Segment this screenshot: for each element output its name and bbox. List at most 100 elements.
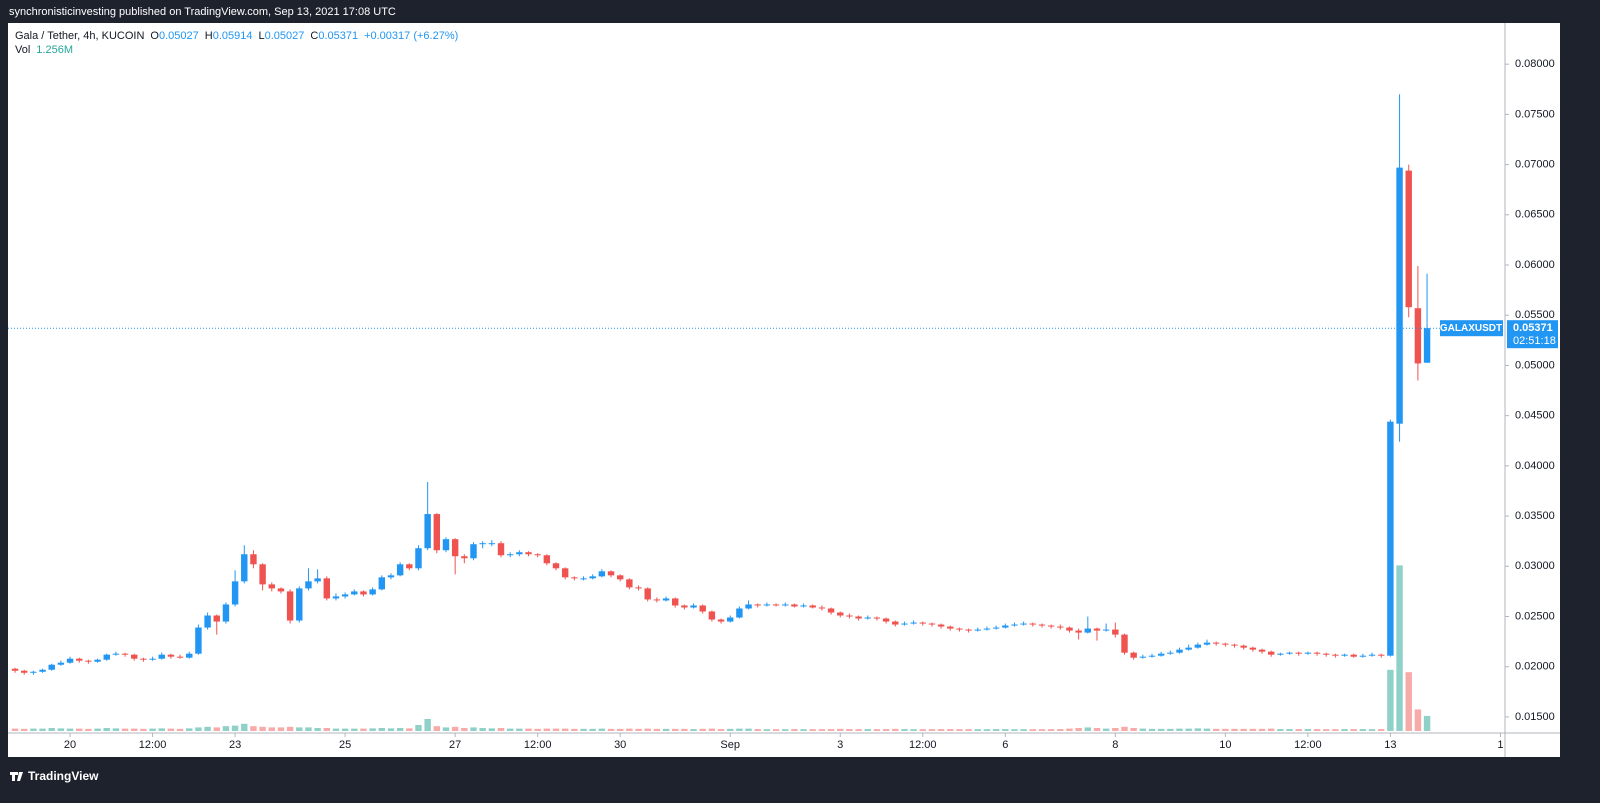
x-tick-label: 13	[1384, 739, 1396, 751]
candle-body	[809, 605, 816, 608]
candle-body	[1332, 654, 1339, 656]
candle-body	[965, 629, 972, 631]
y-tick-label: 0.03500	[1515, 510, 1555, 522]
legend-field-value: 0.05027	[265, 30, 305, 42]
candle-body	[1212, 642, 1220, 644]
volume-bar	[341, 728, 349, 731]
volume-bar	[1075, 728, 1082, 731]
candle-body	[112, 653, 120, 655]
candle-body	[121, 653, 129, 655]
candle-body	[195, 627, 202, 654]
candle-body	[470, 544, 477, 559]
volume-bar	[442, 727, 450, 731]
candle-body	[1102, 629, 1110, 631]
volume-bar	[1231, 728, 1238, 731]
candle-body	[1075, 630, 1082, 633]
volume-bars	[11, 565, 1431, 731]
candle-body	[745, 604, 752, 609]
candle-body	[727, 617, 734, 622]
candle-body	[681, 605, 688, 608]
x-tick-label: 10	[1219, 739, 1231, 751]
volume-bar	[369, 728, 376, 731]
candle-body	[662, 598, 670, 601]
candle-body	[919, 622, 926, 624]
candle-body	[580, 578, 587, 580]
candle-body	[1267, 651, 1275, 655]
x-tick-label: 20	[64, 739, 76, 751]
volume-bar	[1057, 729, 1064, 731]
candle-body	[782, 604, 789, 606]
legend-field-label: O	[150, 30, 159, 42]
volume-bar	[892, 728, 899, 731]
volume-bar	[791, 729, 798, 731]
candle-body	[763, 604, 771, 606]
candle-body	[103, 654, 110, 660]
candle-body	[277, 588, 285, 592]
volume-bar	[626, 728, 633, 731]
volume-bar	[607, 728, 615, 731]
volume-label: Vol	[15, 44, 30, 56]
volume-bar	[1304, 729, 1312, 731]
candle-body	[1020, 623, 1027, 625]
x-tick-label: 8	[1112, 739, 1118, 751]
candle-body	[708, 611, 716, 620]
volume-bar	[589, 728, 596, 731]
volume-bar	[314, 728, 321, 731]
y-tick-label: 0.07000	[1515, 159, 1555, 171]
candle-body	[1258, 649, 1266, 652]
candle-body	[186, 653, 193, 658]
legend-field-value: 0.05371	[318, 30, 358, 42]
volume-bar	[635, 728, 642, 731]
volume-bar	[727, 728, 734, 731]
volume-bar	[516, 728, 523, 731]
candle-body	[231, 581, 239, 605]
candle-body	[268, 584, 275, 589]
volume-bar	[470, 727, 477, 731]
candle-body	[1038, 624, 1046, 626]
symbol-tag-bg	[1440, 320, 1503, 337]
volume-bar	[296, 727, 303, 731]
volume-bar	[1332, 729, 1339, 731]
volume-bar	[662, 728, 670, 731]
volume-bar	[800, 729, 807, 731]
candle-body	[1047, 625, 1055, 627]
candle-body	[497, 543, 505, 556]
candle-body	[882, 618, 890, 622]
countdown: 02:51:18	[1513, 335, 1556, 347]
candle-body	[1011, 624, 1018, 626]
y-tick-label: 0.02500	[1515, 610, 1555, 622]
candle-body	[1313, 652, 1321, 654]
volume-bar	[919, 729, 926, 731]
volume-bar	[901, 729, 908, 731]
candle-body	[360, 591, 367, 595]
x-tick-label: 1	[1497, 739, 1503, 751]
brand-name[interactable]: TradingView	[28, 769, 99, 783]
candles	[11, 94, 1431, 675]
candle-body	[864, 617, 871, 619]
volume-bar	[241, 723, 248, 731]
volume-bar	[1277, 729, 1284, 731]
candle-body	[653, 599, 661, 601]
candle-body	[873, 617, 881, 619]
volume-bar	[644, 728, 651, 731]
candle-body	[589, 576, 596, 579]
volume-bar	[57, 728, 65, 731]
volume-bar	[1185, 728, 1192, 731]
candle-body	[488, 543, 496, 545]
candle-body	[1423, 328, 1431, 363]
y-tick-label: 0.04000	[1515, 460, 1555, 472]
candle-body	[1185, 647, 1192, 650]
volume-bar	[580, 728, 587, 731]
volume-bar	[855, 729, 862, 731]
volume-bar	[30, 728, 37, 731]
candle-body	[424, 514, 431, 549]
volume-bar	[1313, 729, 1321, 731]
volume-bar	[103, 728, 110, 731]
x-tick-label: 12:00	[1294, 739, 1322, 751]
volume-bar	[396, 728, 404, 731]
candle-body	[992, 627, 1000, 629]
volume-bar	[21, 728, 28, 731]
volume-bar	[121, 728, 129, 731]
candle-body	[1341, 654, 1348, 656]
